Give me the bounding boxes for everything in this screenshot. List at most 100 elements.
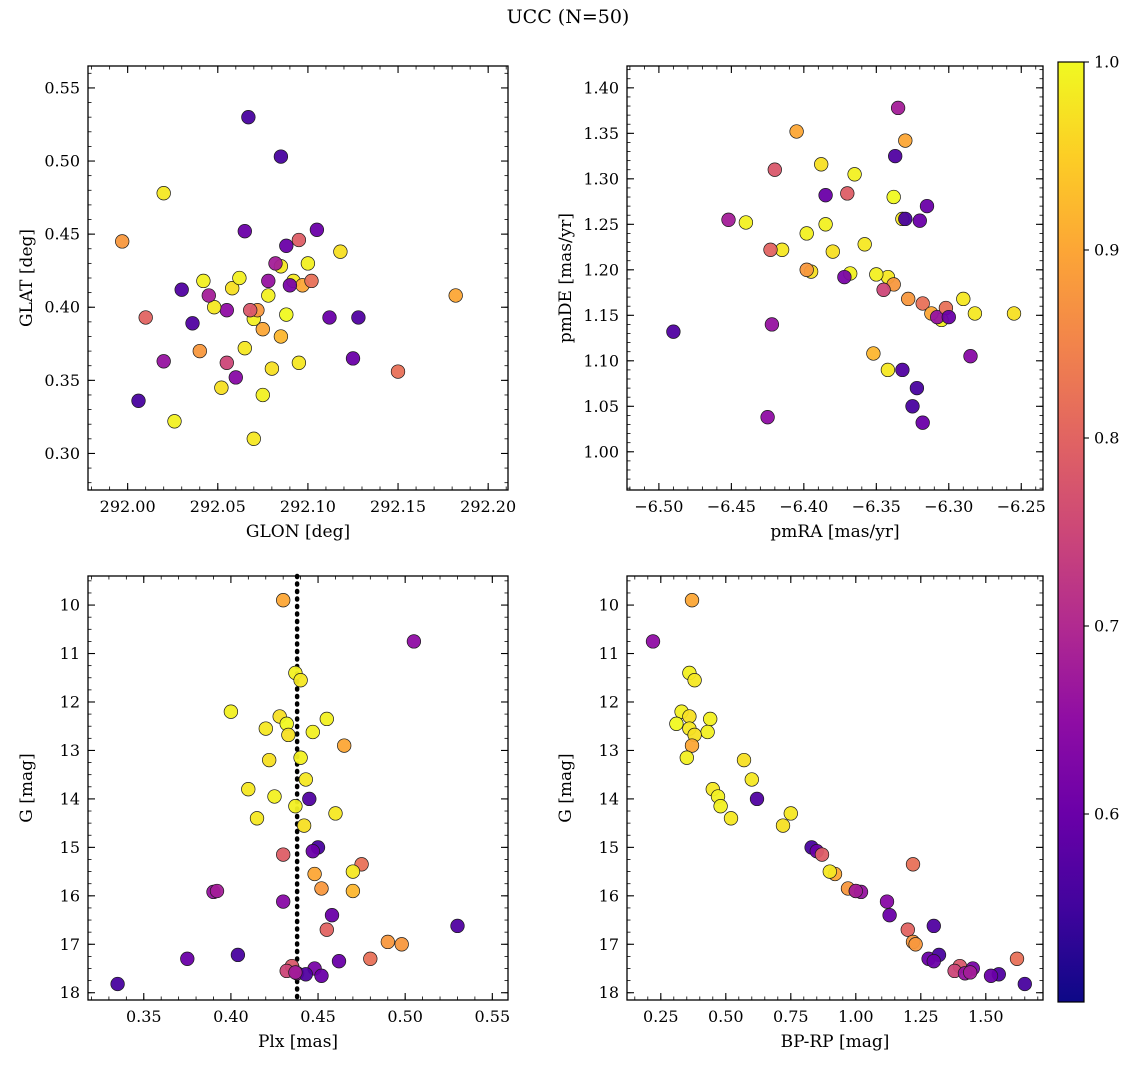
scatter-point — [736, 752, 752, 768]
x-axis-label: GLON [deg] — [246, 522, 350, 542]
x-tick-label: 292.10 — [280, 497, 336, 516]
y-tick-label: 16 — [60, 886, 80, 905]
y-tick-label: 1.30 — [583, 169, 619, 188]
scatter-point — [261, 273, 276, 289]
scatter-point — [241, 110, 256, 125]
scatter-point — [669, 716, 684, 731]
x-tick-label: 1.50 — [968, 1007, 1004, 1026]
scatter-point — [219, 303, 234, 318]
scatter-point — [279, 238, 294, 253]
scatter-point — [898, 133, 913, 148]
x-tick-label: −6.35 — [852, 497, 901, 516]
colorbar-tick-label: 0.6 — [1094, 805, 1119, 824]
scatter-point — [915, 296, 930, 311]
scatter-point — [241, 782, 256, 797]
scatter-point — [1017, 976, 1032, 992]
scatter-point — [249, 811, 265, 826]
colorbar: 0.6 0.7 0.8 0.9 1.0 — [1057, 53, 1119, 1003]
x-axis-label: pmRA [mas/yr] — [770, 522, 899, 542]
scatter-point — [230, 947, 246, 963]
x-tick-label: −6.45 — [707, 497, 756, 516]
scatter-point — [814, 157, 829, 172]
scatter-point — [406, 634, 422, 649]
scatter-point — [687, 673, 702, 688]
scatter-point — [956, 291, 971, 307]
scatter-point — [905, 399, 920, 414]
scatter-point — [895, 362, 910, 378]
y-tick-label: 1.35 — [583, 124, 619, 143]
scatter-point — [869, 267, 884, 282]
y-tick-label: 0.35 — [44, 371, 80, 390]
scatter-point — [900, 922, 915, 937]
axes-frame — [626, 575, 1044, 1001]
scatter-point — [214, 380, 229, 395]
scatter-point — [262, 752, 277, 768]
scatter-point — [305, 724, 320, 740]
x-tick-label: 1.00 — [838, 1007, 874, 1026]
x-tick-label: 292.00 — [100, 497, 156, 516]
scatter-point — [282, 278, 298, 293]
scatter-point — [276, 593, 291, 608]
x-tick-label: 0.50 — [708, 1007, 744, 1026]
scatter-point — [314, 968, 329, 983]
scatter-point — [293, 750, 308, 765]
scatter-point — [983, 968, 999, 983]
scatter-point — [337, 738, 352, 753]
x-tick-label: 292.20 — [460, 497, 516, 516]
scatter-point — [192, 343, 207, 359]
scatter-point — [131, 393, 146, 408]
x-tick-label: 0.25 — [643, 1007, 679, 1026]
scatter-point — [394, 937, 409, 952]
panel-g-vs-bprp: 0.25 0.50 0.75 1.00 1.25 1.50 10 11 12 13 14 15 16 17… — [556, 575, 1044, 1052]
y-tick-label: 12 — [60, 692, 80, 711]
scatter-point — [232, 270, 247, 286]
scatter-point — [237, 341, 252, 356]
y-tick-label: 13 — [599, 741, 619, 760]
scatter-point — [276, 847, 291, 862]
scatter-point — [866, 346, 881, 361]
colorbar-tick-label: 0.9 — [1094, 241, 1119, 260]
scatter-point — [898, 211, 913, 227]
scatter-point — [258, 721, 273, 736]
scatter-point — [763, 242, 778, 257]
scatter-point — [156, 186, 171, 201]
y-tick-label: 15 — [60, 838, 80, 857]
scatter-point — [322, 310, 337, 325]
y-tick-label: 1.10 — [583, 351, 619, 370]
scatter-point — [723, 811, 739, 826]
scatter-point — [783, 806, 798, 821]
y-axis-label: G [mag] — [556, 753, 576, 822]
scatter-point — [307, 866, 322, 882]
scatter-point — [825, 244, 840, 259]
scatter-point — [684, 593, 700, 608]
scatter-point — [879, 894, 895, 909]
y-tick-label: 1.40 — [583, 78, 619, 97]
scatter-series — [115, 110, 463, 446]
scatter-point — [296, 818, 312, 833]
y-tick-label: 1.00 — [583, 442, 619, 461]
x-tick-label: 292.15 — [370, 497, 426, 516]
scatter-point — [799, 262, 814, 277]
scatter-series — [645, 593, 1032, 992]
scatter-point — [333, 244, 348, 259]
scatter-point — [857, 237, 872, 252]
y-tick-label: 18 — [599, 983, 619, 1002]
scatter-point — [941, 309, 956, 325]
y-tick-label: 17 — [60, 935, 80, 954]
y-tick-label: 10 — [599, 596, 619, 615]
scatter-series — [110, 593, 465, 992]
scatter-point — [926, 918, 941, 934]
scatter-point — [684, 738, 700, 753]
y-tick-label: 17 — [599, 935, 619, 954]
scatter-point — [156, 354, 171, 369]
x-tick-label: 292.05 — [190, 497, 246, 516]
scatter-point — [847, 167, 862, 182]
x-tick-label: −6.30 — [924, 497, 973, 516]
scatter-point — [926, 954, 941, 969]
scatter-point — [324, 908, 340, 923]
y-tick-label: 18 — [60, 983, 80, 1002]
scatter-point — [450, 918, 465, 934]
y-tick-label: 14 — [599, 789, 619, 808]
scatter-point — [909, 380, 925, 396]
